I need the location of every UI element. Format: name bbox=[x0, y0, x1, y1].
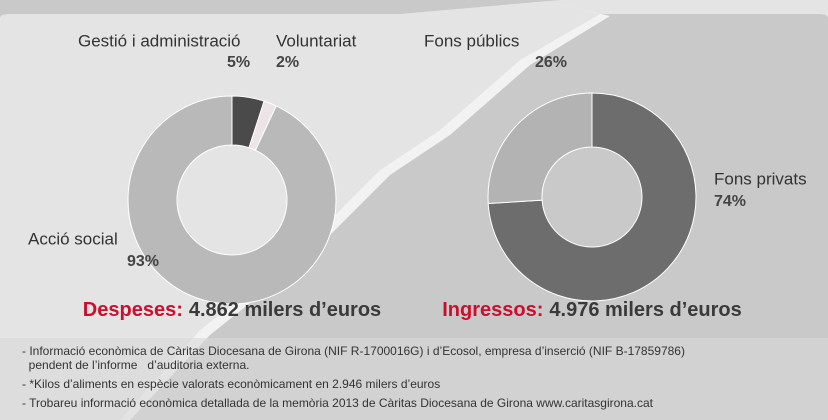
donut-slice bbox=[487, 92, 593, 205]
slice-value: 26% bbox=[535, 54, 567, 71]
title-label: Despeses: bbox=[83, 299, 183, 321]
slice-label: Fons privats bbox=[714, 169, 807, 188]
slice-value: 5% bbox=[227, 54, 250, 71]
slice-value: 93% bbox=[127, 253, 159, 270]
notes: - Informació econòmica de Càritas Dioces… bbox=[22, 344, 685, 410]
slice-label: Gestió i administració bbox=[78, 31, 241, 50]
chart-title: Ingressos: 4.976 milers d’euros bbox=[442, 299, 741, 321]
note: - Trobareu informació econòmica detallad… bbox=[22, 396, 654, 410]
title-total: 4.862 milers d’euros bbox=[189, 299, 381, 321]
donut-slice bbox=[487, 92, 697, 302]
donut-slice bbox=[127, 95, 337, 305]
slice-value: 2% bbox=[276, 54, 299, 71]
chart-title: Despeses: 4.862 milers d’euros bbox=[83, 299, 381, 321]
title-label: Ingressos: bbox=[442, 299, 543, 321]
note: - Informació econòmica de Càritas Dioces… bbox=[22, 344, 685, 358]
charts: Gestió i administració 5% Voluntariat 2% Acc… bbox=[28, 31, 807, 321]
slice-value: 74% bbox=[714, 193, 746, 210]
slice-label: Acció social bbox=[28, 229, 118, 248]
notes-background bbox=[0, 338, 828, 420]
note: - *Kilos d’aliments en espècie valorats … bbox=[22, 377, 440, 391]
note: pendent de l’informe d’auditoria externa… bbox=[22, 358, 249, 372]
title-total: 4.976 milers d’euros bbox=[549, 299, 741, 321]
slice-label: Voluntariat bbox=[276, 31, 357, 50]
slice-label: Fons públics bbox=[424, 31, 519, 50]
